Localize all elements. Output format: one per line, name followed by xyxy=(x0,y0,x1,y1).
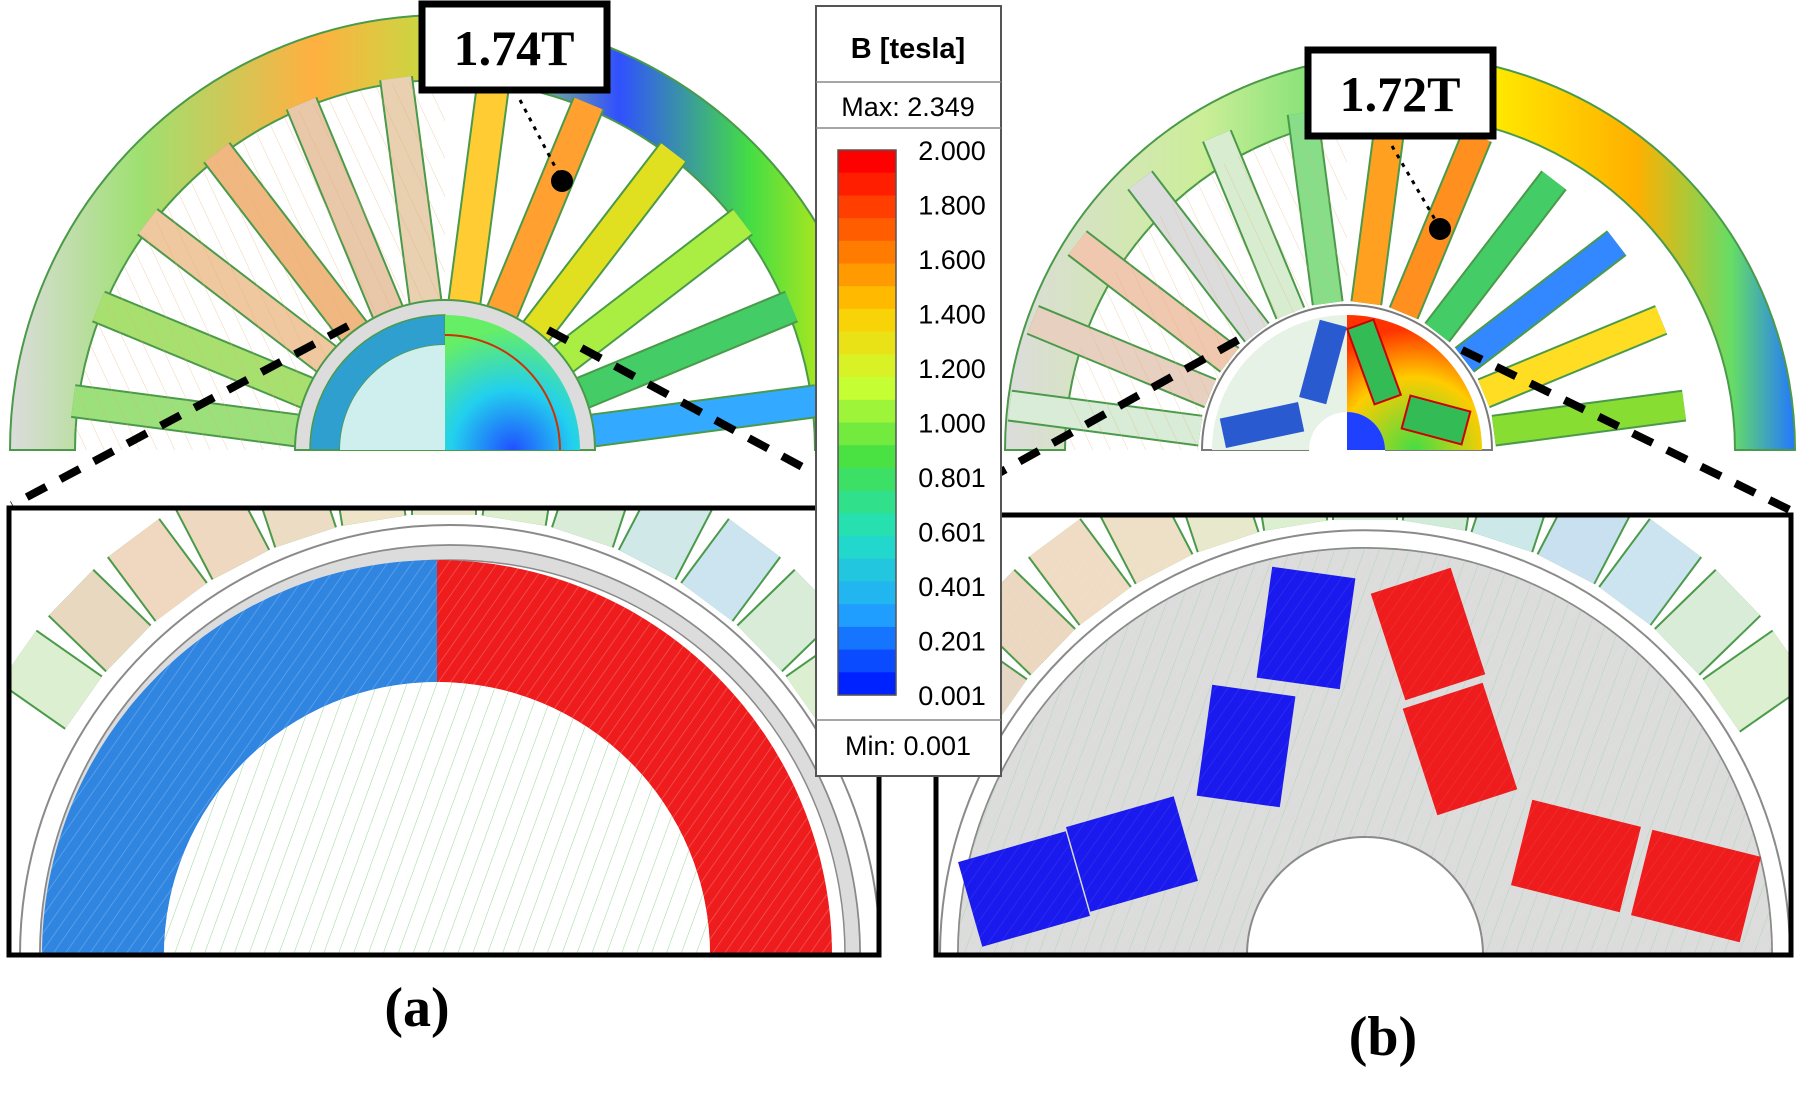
colorbar-segment xyxy=(838,331,896,355)
panel-a-zoom: (a) xyxy=(6,505,882,1039)
legend-tick-label: 0.601 xyxy=(918,518,986,548)
zoom-core-field-lines-a xyxy=(164,682,710,955)
colorbar-segment xyxy=(838,286,896,310)
callout-label-a: 1.74T xyxy=(454,20,575,76)
colorbar-segment xyxy=(838,490,896,514)
legend-tick-label: 1.600 xyxy=(918,245,986,275)
legend-tick-label: 1.400 xyxy=(918,300,986,330)
rotor-shaft-a xyxy=(340,345,445,450)
legend-min: Min: 0.001 xyxy=(845,731,971,761)
legend-tick-label: 2.000 xyxy=(918,136,986,166)
legend-tick-label: 0.201 xyxy=(918,627,986,657)
colorbar-segment xyxy=(838,467,896,492)
magnet-left-top-b xyxy=(1299,319,1347,405)
callout-point-a xyxy=(551,170,573,192)
stator-tooth-fill xyxy=(1478,306,1667,407)
colorbar-segment xyxy=(838,377,896,401)
stator-tooth-fill xyxy=(1455,231,1626,372)
colorbar-segment xyxy=(838,558,896,583)
colorbar-segment xyxy=(838,240,896,265)
zoom-stator-tooth-fill xyxy=(1186,515,1258,552)
panel-label-b: (b) xyxy=(1349,1006,1417,1068)
colorbar-segment xyxy=(838,399,896,424)
colorbar-segment xyxy=(838,150,896,174)
legend-colorbar xyxy=(837,149,897,696)
stator-tooth-fill xyxy=(577,292,798,407)
legend-tick-label: 1.200 xyxy=(918,354,986,384)
legend-tick-labels: 2.000 1.800 1.600 1.400 1.200 1.000 0.801 0.601… xyxy=(918,136,986,711)
callout-label-b: 1.72T xyxy=(1340,66,1461,122)
zoom-stator-tooth-fill xyxy=(738,570,839,671)
colorbar-segment xyxy=(838,422,896,446)
stator-tooth-fill xyxy=(488,97,603,318)
legend-title: B [tesla] xyxy=(851,33,965,65)
zoom-magnet-hatch-a xyxy=(42,560,832,955)
shaft-field-b xyxy=(1347,412,1385,450)
colorbar-segment xyxy=(838,445,896,469)
colorbar-segment xyxy=(838,649,896,673)
colorbar-segment xyxy=(838,308,896,333)
zoom-stator-tooth-fill xyxy=(49,570,150,671)
zoom-stator-tooth-fill xyxy=(552,508,625,548)
colorbar-segment xyxy=(838,581,896,605)
legend-tick-label: 0.001 xyxy=(918,681,986,711)
colorbar-segment xyxy=(838,195,896,219)
rotor-right-field-a xyxy=(445,315,580,450)
zoom-stator-tooth-fill xyxy=(1538,515,1630,584)
legend-max: Max: 2.349 xyxy=(841,92,975,122)
colorbar-segment xyxy=(838,263,896,287)
zoom-stator-tooth-fill xyxy=(1472,515,1544,552)
zoom-magnet-hatch-b xyxy=(960,560,1780,950)
legend-tick-label: 1.000 xyxy=(918,409,986,439)
panel-b-zoom: (b) xyxy=(933,512,1794,1068)
colorbar-segment xyxy=(838,354,896,378)
stator-tooth-fill xyxy=(554,209,752,371)
colorbar-segment xyxy=(838,672,896,696)
zoom-stator-tooth-fill xyxy=(176,508,269,580)
rotor-right-magnet-outline-a xyxy=(444,334,561,451)
panel-a-overview: 1.74T xyxy=(8,0,882,451)
zoom-stator-tooth-fill xyxy=(619,508,712,580)
zoom-guides-a xyxy=(10,322,810,509)
legend-tick-label: 0.401 xyxy=(918,572,986,602)
colorbar-segment xyxy=(838,626,896,651)
magnet-left-bottom-b xyxy=(1219,402,1305,448)
panel-label-a: (a) xyxy=(384,977,449,1039)
colorbar-segment xyxy=(838,604,896,628)
zoom-stator-tooth-fill xyxy=(1100,515,1192,584)
legend-tick-label: 0.801 xyxy=(918,463,986,493)
colorbar-segment xyxy=(838,218,896,242)
colorbar-segment xyxy=(838,172,896,197)
zoom-guides-b xyxy=(988,336,1792,514)
magnet-right-top-b xyxy=(1345,318,1403,406)
legend-tick-label: 1.800 xyxy=(918,191,986,221)
colorbar-segment xyxy=(838,536,896,560)
zoom-stator-tooth-fill xyxy=(9,631,102,729)
callout-box-b xyxy=(1304,46,1497,140)
magnet-right-bottom-b xyxy=(1400,394,1472,446)
stator-tooth-fill xyxy=(1352,111,1406,306)
stator-tooth-fill xyxy=(1491,391,1686,445)
stator-tooth-fill xyxy=(449,76,509,304)
stator-tooth-fill xyxy=(591,386,819,446)
callout-point-b xyxy=(1429,218,1451,240)
stator-tooth-fill xyxy=(524,143,686,341)
panel-b-overview: 1.72T xyxy=(1003,46,1797,488)
stator-tooth-fill xyxy=(1425,171,1566,342)
zoom-stator-tooth-fill xyxy=(108,519,207,621)
callout-box-a xyxy=(418,0,611,94)
flux-density-legend: B [tesla] Max: 2.349 2.000 1.800 1.600 1.40… xyxy=(815,5,1002,777)
zoom-stator-tooth-fill xyxy=(263,508,336,548)
zoom-stator-tooth-fill xyxy=(681,519,780,621)
colorbar-segment xyxy=(838,513,896,537)
